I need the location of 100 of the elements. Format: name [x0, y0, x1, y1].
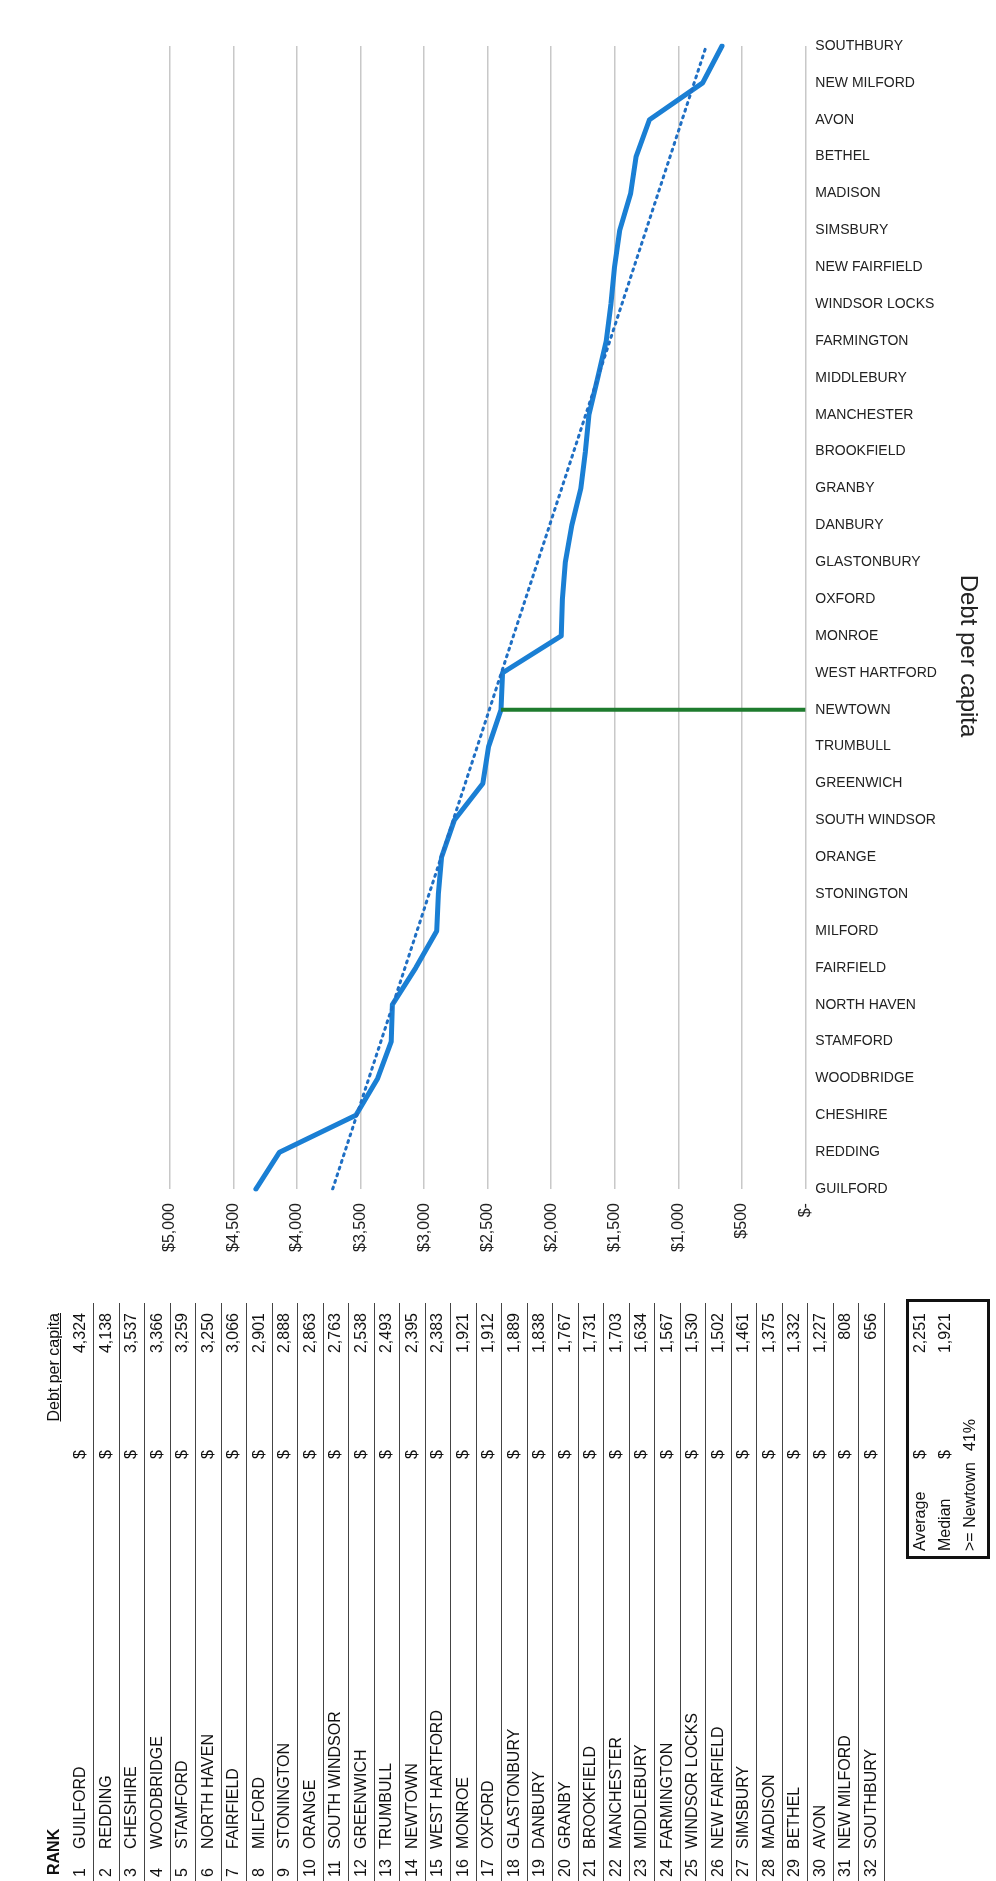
text: $ — [351, 1450, 369, 1459]
text: $ — [428, 1450, 445, 1459]
text: 4,138 — [96, 1313, 114, 1354]
text: 1,332 — [785, 1313, 802, 1354]
y-tick-label: GRANBY — [815, 479, 876, 496]
text: 31 — [835, 1859, 854, 1877]
y-tick-label: MANCHESTER — [815, 405, 914, 422]
text: $ — [479, 1450, 496, 1459]
text: 11 — [325, 1860, 344, 1877]
text: Average — [910, 1491, 929, 1551]
y-tick-label: MIDDLEBURY — [815, 368, 908, 385]
text: 2,538 — [351, 1313, 369, 1354]
text: 2 — [95, 1868, 115, 1877]
text: 6 — [197, 1868, 217, 1877]
text: $ — [836, 1450, 853, 1459]
y-tick-label: NEWTOWN — [815, 700, 891, 717]
y-tick-label: WOODBRIDGE — [815, 1069, 915, 1086]
text: 4 — [146, 1868, 166, 1877]
text: 8 — [248, 1868, 268, 1877]
x-tick-label: $4,000 — [287, 1202, 305, 1252]
y-tick-label: CHESHIRE — [815, 1106, 888, 1123]
text: $ — [122, 1450, 139, 1459]
text: 5 — [172, 1868, 191, 1877]
text: 12 — [350, 1859, 370, 1877]
text: 2,763 — [326, 1313, 343, 1354]
y-tick-label: AVON — [815, 110, 854, 127]
x-tick-label: $3,000 — [414, 1202, 432, 1252]
text: 21 — [580, 1859, 599, 1877]
text: 2,251 — [910, 1313, 929, 1356]
text: 1,703 — [606, 1313, 624, 1354]
category-label: SIMSBURY — [734, 1765, 751, 1849]
y-tick-label: FARMINGTON — [815, 331, 909, 348]
category-label: NEW FAIRFIELD — [708, 1726, 726, 1849]
text: $ — [377, 1450, 394, 1459]
text: $ — [249, 1450, 267, 1459]
text: $ — [504, 1450, 522, 1459]
text: 30 — [809, 1859, 829, 1877]
text: 27 — [733, 1859, 752, 1877]
category-label: GLASTONBURY — [504, 1728, 522, 1849]
text: 808 — [836, 1313, 853, 1340]
y-tick-label: NORTH HAVEN — [815, 995, 916, 1012]
text: $ — [683, 1450, 700, 1459]
text: $ — [198, 1450, 216, 1459]
text: $ — [326, 1450, 343, 1459]
text: 3 — [121, 1868, 140, 1877]
category-label: REDDING — [96, 1775, 114, 1849]
text: 22 — [605, 1859, 625, 1877]
y-tick-label: OXFORD — [815, 589, 876, 606]
category-label: WOODBRIDGE — [147, 1736, 165, 1849]
category-label: BROOKFIELD — [581, 1745, 598, 1849]
text: 20 — [554, 1859, 574, 1877]
y-tick-label: STAMFORD — [815, 1032, 893, 1049]
text: 14 — [401, 1859, 421, 1877]
text: 1,889 — [504, 1313, 522, 1354]
text: 15 — [427, 1859, 446, 1877]
text: 3,259 — [173, 1313, 190, 1354]
x-tick-label: $2,500 — [478, 1202, 496, 1252]
text: 1 — [70, 1868, 89, 1877]
text: $ — [530, 1450, 547, 1459]
text: $ — [453, 1450, 471, 1459]
text: 1,838 — [530, 1313, 547, 1354]
text: 2,888 — [275, 1313, 292, 1354]
x-tick-label: $500 — [732, 1202, 750, 1239]
y-tick-label: GLASTONBURY — [815, 553, 922, 570]
y-tick-label: SOUTH WINDSOR — [815, 811, 936, 828]
text: 1,375 — [759, 1313, 777, 1354]
text: $ — [784, 1450, 803, 1459]
y-tick-label: NEW MILFORD — [815, 73, 915, 90]
text: 18 — [503, 1859, 523, 1877]
text: 2,901 — [249, 1313, 267, 1354]
text: 26 — [707, 1859, 727, 1877]
category-label: TRUMBULL — [377, 1762, 394, 1849]
y-tick-label: GUILFORD — [815, 1179, 888, 1196]
text: $ — [936, 1450, 953, 1459]
y-tick-label: ORANGE — [815, 848, 877, 865]
y-tick-label: REDDING — [815, 1143, 880, 1160]
y-tick-label: WINDSOR LOCKS — [815, 294, 935, 311]
text: 3,366 — [147, 1313, 165, 1354]
y-tick-label: MONROE — [815, 626, 879, 643]
x-tick-label: $3,500 — [351, 1202, 369, 1252]
text: 24 — [656, 1859, 676, 1877]
text: 10 — [299, 1859, 319, 1877]
text: $ — [224, 1450, 241, 1459]
category-label: MANCHESTER — [606, 1736, 624, 1849]
y-tick-label: NEW FAIRFIELD — [815, 258, 923, 275]
text: 1,530 — [683, 1313, 700, 1354]
category-label: SOUTH WINDSOR — [326, 1711, 343, 1849]
text: $ — [71, 1450, 88, 1459]
text: $ — [96, 1450, 114, 1459]
text: $ — [734, 1450, 751, 1459]
x-tick-label: $2,000 — [541, 1202, 559, 1252]
y-tick-label: WEST HARTFORD — [815, 663, 937, 680]
text: $ — [555, 1450, 573, 1459]
text: $ — [581, 1450, 598, 1459]
text: 2,383 — [428, 1313, 445, 1354]
text: >= Newtown — [960, 1462, 979, 1551]
text: 19 — [529, 1859, 548, 1877]
text: 23 — [631, 1859, 650, 1877]
text: 3,250 — [198, 1313, 216, 1354]
text: 1,767 — [555, 1313, 573, 1354]
